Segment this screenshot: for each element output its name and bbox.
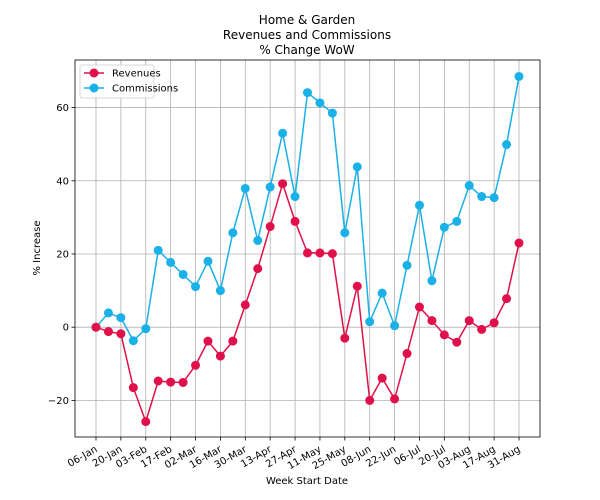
data-point-revenues [253,264,263,274]
data-point-commissions [464,181,474,191]
y-tick-label: 40 [56,176,69,187]
data-point-revenues [439,330,449,340]
data-point-revenues [502,294,512,304]
data-point-commissions [228,228,238,238]
chart-title-line-3: % Change WoW [259,43,354,57]
data-point-commissions [153,245,163,255]
data-point-revenues [290,216,300,226]
data-point-commissions [452,216,462,226]
data-point-revenues [414,302,424,312]
data-point-commissions [427,276,437,286]
data-point-revenues [327,249,337,259]
data-point-revenues [153,376,163,386]
data-point-revenues [91,322,101,332]
data-point-revenues [228,336,238,346]
data-point-commissions [439,222,449,232]
data-point-revenues [464,316,474,326]
data-point-commissions [365,317,375,327]
series-revenues [91,179,524,427]
data-point-revenues [128,383,138,393]
plot-area-frame [74,59,541,438]
data-point-commissions [116,313,126,323]
data-point-commissions [253,235,263,245]
data-point-revenues [203,336,213,346]
data-point-revenues [303,248,312,258]
data-point-revenues [240,300,250,310]
data-point-commissions [178,269,188,279]
data-point-commissions [477,192,487,202]
data-point-commissions [141,324,151,334]
y-tick-label: 0 [63,323,69,334]
chart-title: Home & Garden Revenues and Commissions %… [223,13,391,57]
data-point-commissions [240,183,250,193]
data-point-commissions [203,256,213,266]
chart-title-line-1: Home & Garden [259,13,355,27]
y-axis-label: % Increase [32,221,43,276]
data-point-revenues [390,394,400,404]
data-point-commissions [390,321,400,331]
data-point-commissions [377,288,387,298]
legend-label-revenues: Revenues [112,69,161,80]
data-point-commissions [327,108,337,118]
data-point-commissions [402,260,412,270]
data-point-commissions [290,192,300,202]
chart-title-line-2: Revenues and Commissions [223,28,391,42]
data-point-revenues [315,248,325,258]
data-point-revenues [452,337,462,347]
data-point-revenues [377,373,387,383]
series-commissions [91,71,524,346]
data-point-revenues [116,329,126,339]
y-tick-label: −20 [48,396,69,407]
data-point-revenues [141,417,151,427]
legend: Revenues Commissions [79,64,178,99]
data-point-revenues [340,333,350,343]
y-tick-label: 60 [56,103,69,114]
data-point-commissions [191,282,201,292]
data-point-commissions [352,162,362,172]
data-point-revenues [514,238,524,248]
data-point-revenues [278,179,288,189]
grid [75,60,540,437]
data-point-revenues [427,316,437,326]
data-point-revenues [178,377,188,387]
y-axis-ticks: −20 0 20 40 60 [48,103,75,407]
data-point-commissions [489,193,499,203]
legend-marker-commissions [89,83,99,93]
data-point-revenues [215,351,225,361]
data-point-commissions [315,98,325,108]
y-tick-label: 20 [56,249,69,260]
data-point-commissions [340,228,350,238]
data-point-revenues [402,349,412,359]
data-point-revenues [352,281,362,291]
x-axis-label: Week Start Date [266,476,348,487]
data-point-revenues [477,324,487,334]
data-point-revenues [489,318,499,328]
legend-label-commissions: Commissions [112,84,178,95]
data-point-commissions [215,286,225,296]
data-point-commissions [502,140,512,150]
data-point-revenues [365,395,375,405]
data-point-commissions [278,128,288,138]
data-point-commissions [514,71,524,81]
data-point-revenues [191,360,201,370]
data-point-commissions [265,182,275,192]
data-point-revenues [265,222,275,232]
data-point-commissions [103,308,113,318]
data-point-commissions [414,200,424,210]
data-point-commissions [303,88,312,98]
data-point-commissions [166,257,176,267]
legend-marker-revenues [89,68,99,78]
data-point-commissions [128,336,138,346]
series-group [91,71,524,427]
data-point-revenues [166,377,176,387]
data-point-revenues [103,327,113,337]
